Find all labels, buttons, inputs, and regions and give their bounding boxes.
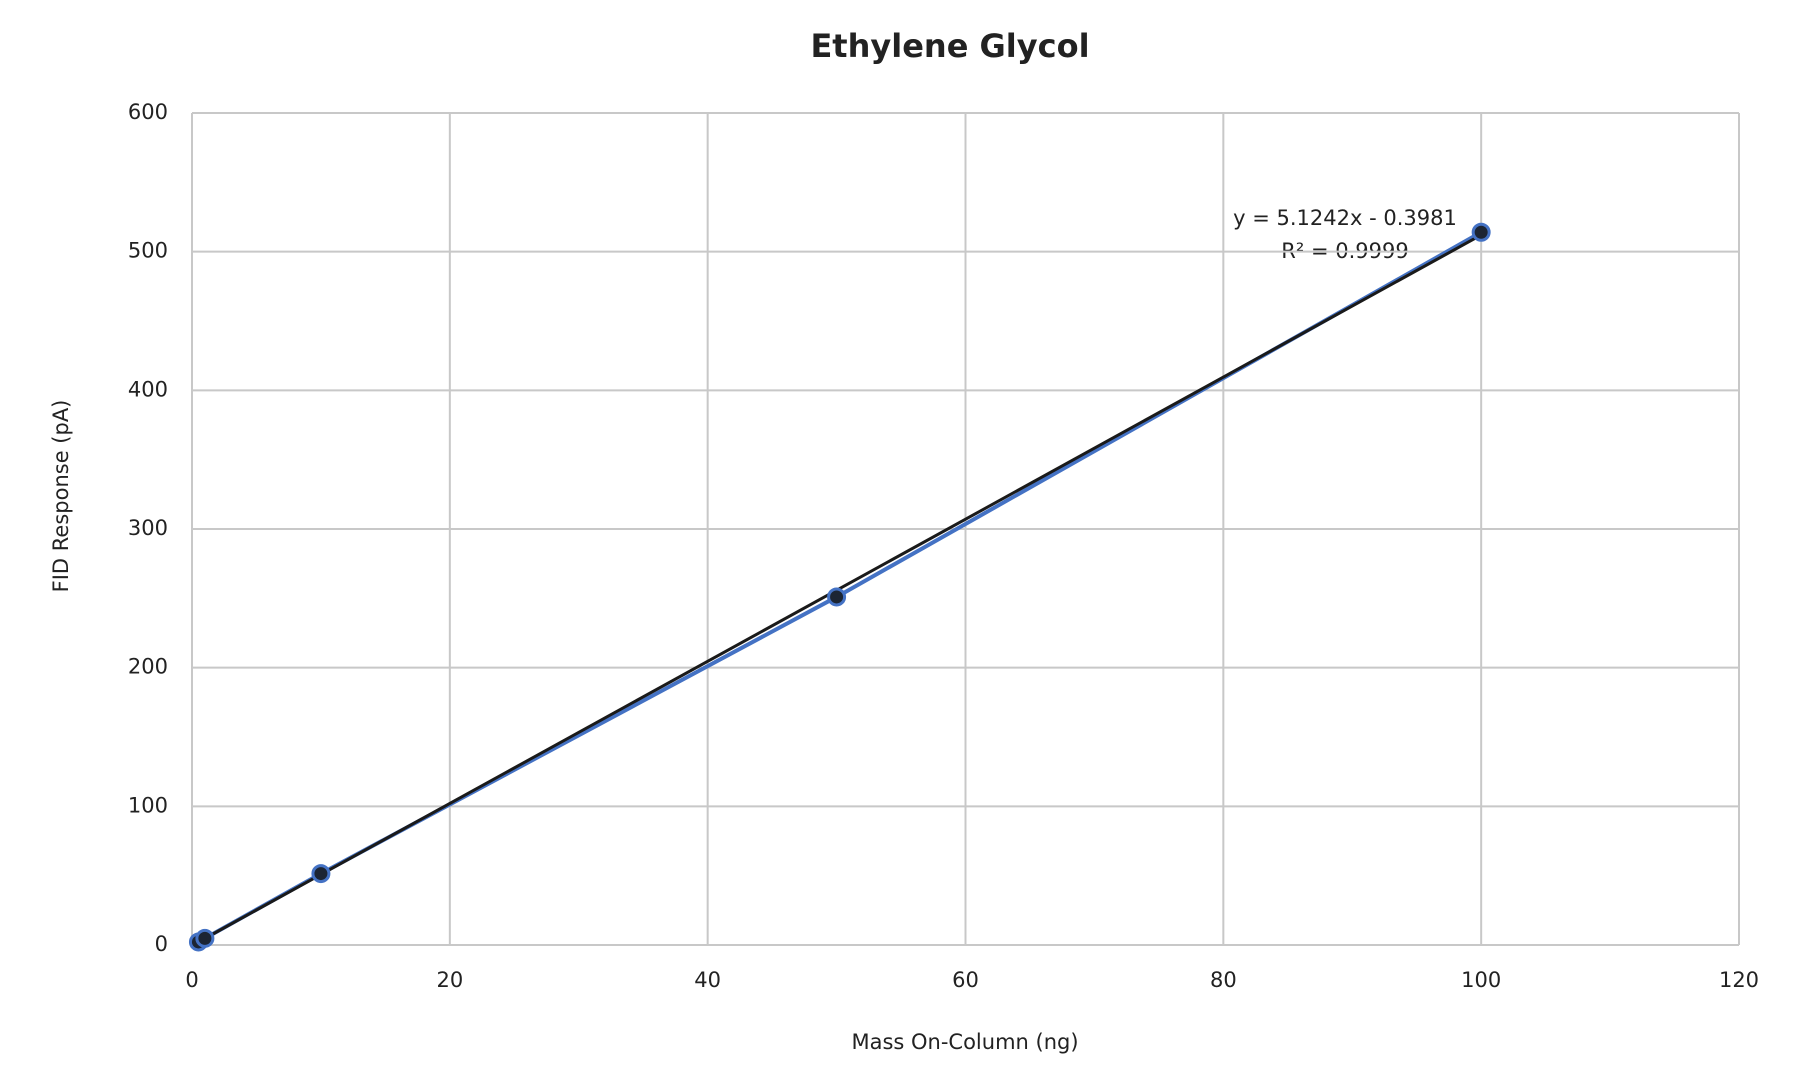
x-tick-label: 20	[436, 968, 463, 992]
y-axis-label: FID Response (pA)	[49, 400, 73, 593]
y-tick-label: 300	[128, 516, 168, 540]
chart-title: Ethylene Glycol	[810, 27, 1089, 65]
x-tick-label: 100	[1461, 968, 1501, 992]
y-tick-label: 100	[128, 793, 168, 817]
data-point	[311, 864, 331, 884]
y-tick-label: 500	[128, 239, 168, 263]
y-tick-label: 200	[128, 655, 168, 679]
x-tick-label: 80	[1210, 968, 1237, 992]
data-point	[195, 928, 215, 948]
y-tick-label: 400	[128, 377, 168, 401]
x-axis-label: Mass On-Column (ng)	[851, 1030, 1078, 1054]
data-point	[827, 587, 847, 607]
y-tick-label: 600	[128, 100, 168, 124]
equation-annotation: y = 5.1242x - 0.3981	[1233, 206, 1457, 230]
data-point	[1471, 222, 1491, 242]
x-tick-label: 40	[694, 968, 721, 992]
x-tick-label: 120	[1719, 968, 1759, 992]
x-tick-label: 60	[952, 968, 979, 992]
y-tick-label: 0	[155, 932, 168, 956]
x-tick-label: 0	[185, 968, 198, 992]
